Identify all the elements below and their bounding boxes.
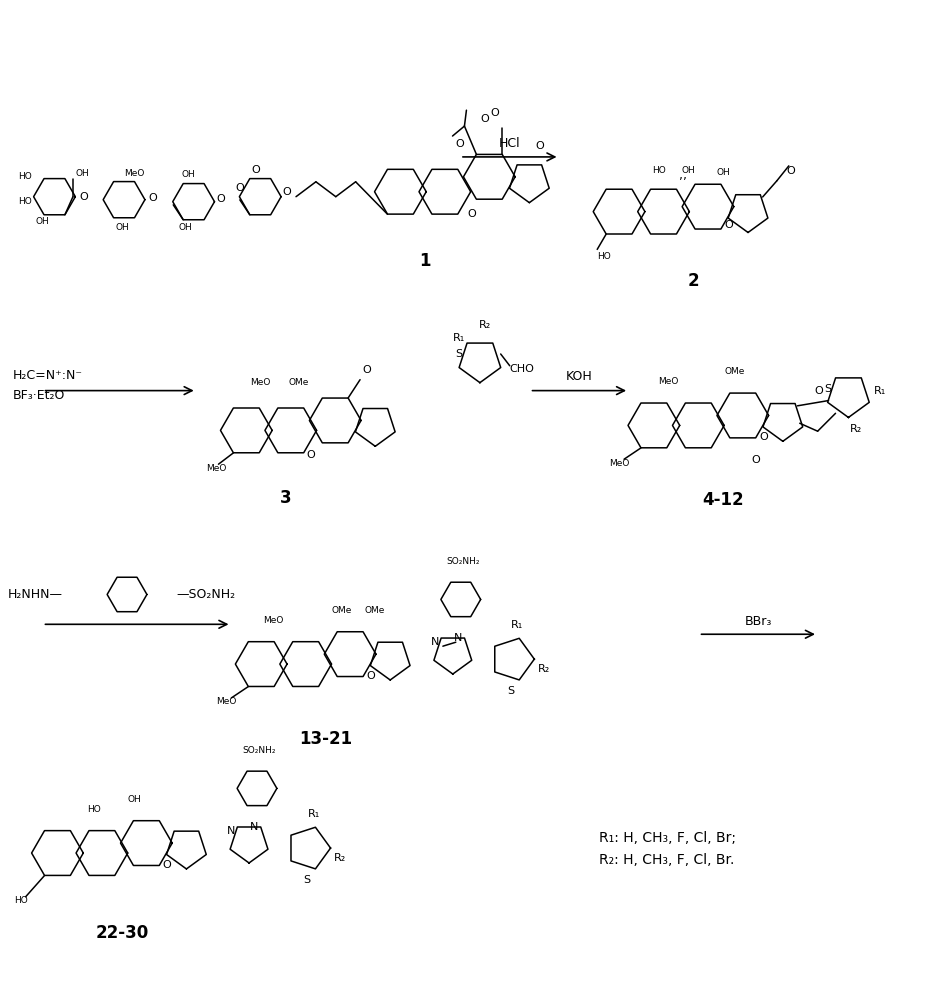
Text: O: O — [363, 365, 371, 375]
Text: R₁: R₁ — [308, 809, 320, 819]
Text: OMe: OMe — [288, 378, 309, 387]
Text: S: S — [824, 384, 831, 394]
Text: OH: OH — [181, 170, 195, 179]
Text: O: O — [480, 114, 488, 124]
Text: OH: OH — [127, 795, 141, 804]
Text: BBr₃: BBr₃ — [745, 615, 772, 628]
Text: O: O — [724, 220, 733, 230]
Text: MeO: MeO — [658, 377, 679, 386]
Text: SO₂NH₂: SO₂NH₂ — [446, 557, 480, 566]
Text: O: O — [307, 450, 315, 460]
Text: OMe: OMe — [365, 606, 385, 615]
Text: H₂NHN—: H₂NHN— — [7, 588, 62, 601]
Text: OH: OH — [76, 169, 89, 178]
Text: 3: 3 — [280, 489, 292, 507]
Text: R₁: R₁ — [453, 333, 465, 343]
Text: MeO: MeO — [263, 616, 284, 625]
Text: OH: OH — [35, 217, 49, 226]
Text: N: N — [250, 822, 259, 832]
Text: H₂C=N⁺:N⁻: H₂C=N⁺:N⁻ — [13, 369, 83, 382]
Text: R₁: H, CH₃, F, Cl, Br;: R₁: H, CH₃, F, Cl, Br; — [599, 831, 737, 845]
Text: O: O — [149, 193, 157, 203]
Text: O: O — [468, 209, 476, 219]
Text: MeO: MeO — [124, 169, 144, 178]
Text: HO: HO — [652, 166, 666, 175]
Text: 13-21: 13-21 — [299, 730, 352, 748]
Text: MeO: MeO — [206, 464, 226, 473]
Text: O: O — [283, 187, 291, 197]
Text: S: S — [507, 686, 514, 696]
Text: OMe: OMe — [332, 606, 352, 615]
Text: R₂: R₂ — [850, 424, 862, 434]
Text: HO: HO — [597, 252, 611, 261]
Text: MeO: MeO — [250, 378, 271, 387]
Text: 1: 1 — [419, 252, 431, 270]
Text: HCl: HCl — [498, 137, 521, 150]
Text: OH: OH — [716, 168, 730, 177]
Text: 22-30: 22-30 — [96, 924, 149, 942]
Text: HO: HO — [18, 172, 32, 181]
Text: O: O — [456, 139, 464, 149]
Text: BF₃·Et₂O: BF₃·Et₂O — [13, 389, 65, 402]
Text: ,,: ,, — [680, 169, 687, 182]
Text: O: O — [235, 183, 245, 193]
Text: N: N — [227, 826, 235, 836]
Text: —SO₂NH₂: —SO₂NH₂ — [177, 588, 236, 601]
Text: CHO: CHO — [510, 364, 534, 374]
Text: O: O — [163, 860, 171, 870]
Text: SO₂NH₂: SO₂NH₂ — [242, 746, 275, 755]
Text: R₂: R₂ — [538, 664, 551, 674]
Text: 2: 2 — [687, 272, 699, 290]
Text: O: O — [751, 455, 760, 465]
Text: S: S — [456, 349, 463, 359]
Text: OH: OH — [681, 166, 695, 175]
Text: HO: HO — [87, 805, 100, 814]
Text: O: O — [366, 671, 375, 681]
Text: O: O — [216, 194, 225, 204]
Text: HO: HO — [18, 197, 32, 206]
Text: KOH: KOH — [566, 370, 592, 383]
Text: N: N — [431, 637, 439, 647]
Text: O: O — [490, 108, 498, 118]
Text: 4-12: 4-12 — [703, 491, 744, 509]
Text: MeO: MeO — [216, 697, 236, 706]
Text: O: O — [79, 192, 87, 202]
Text: S: S — [303, 875, 311, 885]
Text: R₁: R₁ — [874, 386, 886, 396]
Text: O: O — [759, 432, 768, 442]
Text: N: N — [454, 633, 462, 643]
Text: R₂: H, CH₃, F, Cl, Br.: R₂: H, CH₃, F, Cl, Br. — [599, 853, 735, 867]
Text: HO: HO — [14, 896, 28, 905]
Text: O: O — [787, 166, 795, 176]
Text: O: O — [251, 165, 259, 175]
Text: OH: OH — [179, 223, 193, 232]
Text: O: O — [535, 141, 544, 151]
Text: R₂: R₂ — [479, 320, 491, 330]
Text: OH: OH — [115, 223, 129, 232]
Text: O: O — [815, 386, 823, 396]
Text: OMe: OMe — [724, 367, 745, 376]
Text: MeO: MeO — [608, 459, 629, 468]
Text: R₁: R₁ — [512, 620, 524, 630]
Text: R₂: R₂ — [335, 853, 347, 863]
